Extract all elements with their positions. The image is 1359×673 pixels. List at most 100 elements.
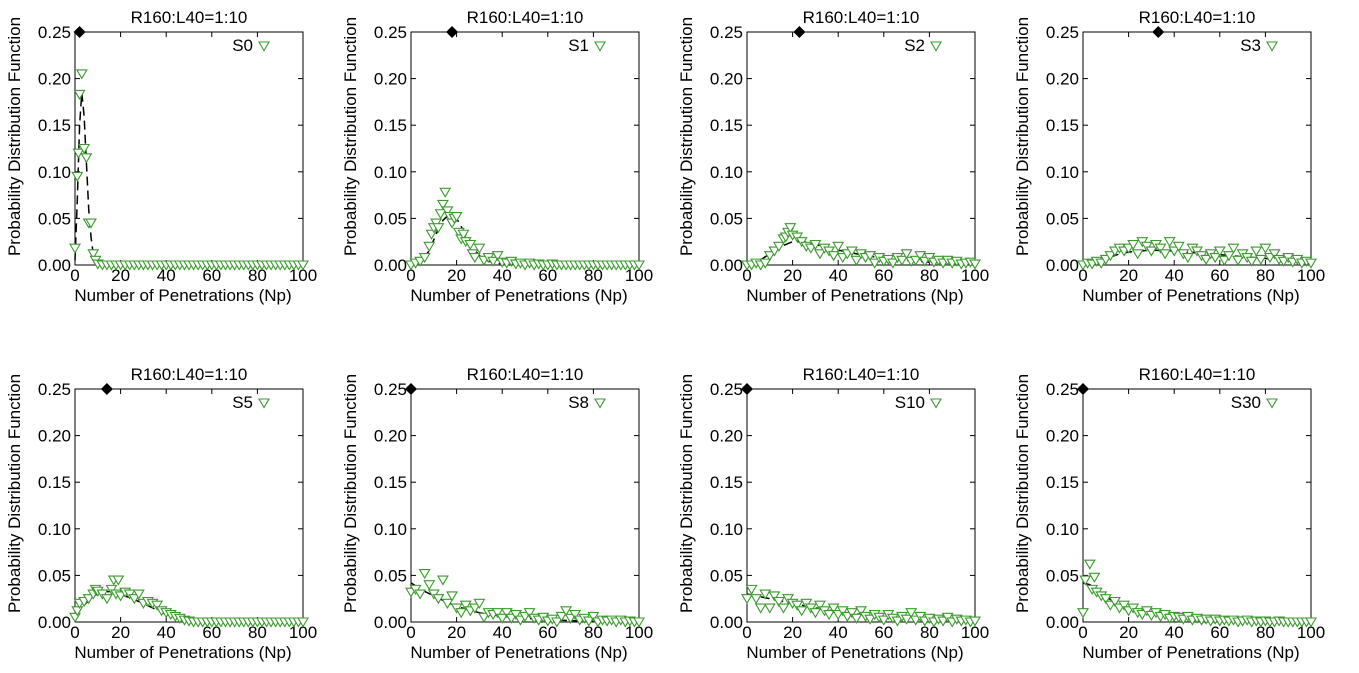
y-tick-label: 0.15 <box>710 473 743 492</box>
y-tick-label: 0.10 <box>374 520 407 539</box>
data-point <box>1118 600 1131 611</box>
data-point <box>768 591 781 602</box>
legend-label: S30 <box>1231 393 1261 412</box>
legend: S3 <box>1240 36 1278 55</box>
x-axis-label: Number of Penetrations (Np) <box>74 643 291 662</box>
fit-curve <box>74 92 303 266</box>
y-tick-label: 0.05 <box>1046 209 1079 228</box>
data-point <box>71 171 84 183</box>
y-tick-label: 0.00 <box>1046 256 1079 275</box>
legend: S0 <box>232 36 270 55</box>
data-point <box>450 211 463 223</box>
x-tick-label: 100 <box>961 266 989 285</box>
y-tick-label: 0.10 <box>374 163 407 182</box>
data-point <box>1127 239 1140 251</box>
x-axis-label: Number of Penetrations (Np) <box>1082 286 1299 305</box>
data-point <box>745 584 758 595</box>
diamond-marker <box>405 383 417 395</box>
x-tick-label: 40 <box>493 623 512 642</box>
diamond-marker <box>1152 26 1165 38</box>
y-axis-label: Probability Distribution Function <box>5 17 24 256</box>
x-tick-label: 60 <box>874 266 893 285</box>
legend: S5 <box>232 393 270 412</box>
x-tick-label: 60 <box>1210 623 1229 642</box>
data-point <box>523 608 536 619</box>
legend-marker <box>1266 41 1278 52</box>
y-tick-label: 0.05 <box>38 209 71 228</box>
x-tick-label: 0 <box>406 266 415 285</box>
data-point <box>441 598 454 609</box>
data-point <box>432 223 445 234</box>
fit-curve <box>410 582 640 623</box>
data-point <box>855 606 867 617</box>
x-tick-label: 0 <box>406 623 415 642</box>
y-tick-label: 0.20 <box>374 427 407 446</box>
data-point <box>459 600 472 611</box>
data-point <box>1131 249 1144 260</box>
chart-panel-s5: R160:L40=1:10 0.00 0.05 0.10 0.15 0.20 0.25 0 20… <box>5 365 317 662</box>
y-tick-label: 0.20 <box>38 427 71 446</box>
x-tick-label: 60 <box>202 266 221 285</box>
data-point <box>1305 258 1317 269</box>
data-point <box>468 603 481 614</box>
chart-title: R160:L40=1:10 <box>803 365 920 384</box>
y-axis-label: Probability Distribution Function <box>1013 374 1032 613</box>
data-point <box>759 589 772 600</box>
legend-label: S10 <box>895 393 925 412</box>
data-point <box>850 255 863 266</box>
x-tick-label: 100 <box>1297 623 1325 642</box>
data-point <box>78 143 91 155</box>
y-tick-label: 0.25 <box>374 380 407 399</box>
data-point <box>555 611 568 622</box>
legend: S1 <box>568 36 606 55</box>
y-tick-label: 0.25 <box>38 23 71 42</box>
data-point <box>457 229 470 240</box>
y-axis-label: Probability Distribution Function <box>1013 17 1032 256</box>
x-tick-label: 40 <box>829 266 848 285</box>
data-point <box>1168 246 1181 257</box>
y-tick-label: 0.00 <box>38 256 71 275</box>
data-point <box>455 608 468 619</box>
data-point <box>827 603 840 614</box>
y-axis-label: Probability Distribution Function <box>341 374 360 613</box>
data-point <box>741 594 753 605</box>
data-point <box>845 246 858 257</box>
data-point <box>496 613 509 624</box>
x-tick-label: 100 <box>961 623 989 642</box>
data-point <box>80 153 93 164</box>
data-point <box>468 252 481 264</box>
y-tick-label: 0.20 <box>710 70 743 89</box>
y-tick-label: 0.15 <box>38 116 71 135</box>
legend: S8 <box>568 393 606 412</box>
data-point <box>850 613 863 624</box>
data-point <box>464 239 477 251</box>
x-tick-label: 100 <box>289 266 317 285</box>
x-tick-label: 20 <box>783 623 802 642</box>
x-tick-label: 20 <box>447 623 466 642</box>
x-tick-label: 20 <box>447 266 466 285</box>
data-point <box>1079 575 1092 586</box>
data-point <box>297 617 309 628</box>
data-point <box>1181 252 1194 264</box>
data-point <box>75 69 88 80</box>
x-tick-label: 20 <box>111 623 130 642</box>
y-tick-label: 0.25 <box>374 23 407 42</box>
x-tick-label: 80 <box>248 623 267 642</box>
data-point <box>112 575 125 586</box>
diamond-marker <box>100 383 113 395</box>
data-point <box>633 260 645 271</box>
legend: S10 <box>895 393 942 412</box>
x-tick-label: 0 <box>742 266 751 285</box>
y-tick-label: 0.00 <box>374 613 407 632</box>
data-point <box>1083 559 1096 570</box>
data-point <box>784 223 797 234</box>
data-point <box>569 609 582 621</box>
x-tick-label: 100 <box>1297 266 1325 285</box>
x-tick-label: 20 <box>1119 623 1138 642</box>
chart-title: R160:L40=1:10 <box>803 8 920 27</box>
legend-marker <box>258 398 270 409</box>
data-point <box>1305 617 1317 628</box>
data-point <box>82 594 95 605</box>
y-tick-label: 0.10 <box>1046 520 1079 539</box>
legend-marker <box>594 41 606 52</box>
